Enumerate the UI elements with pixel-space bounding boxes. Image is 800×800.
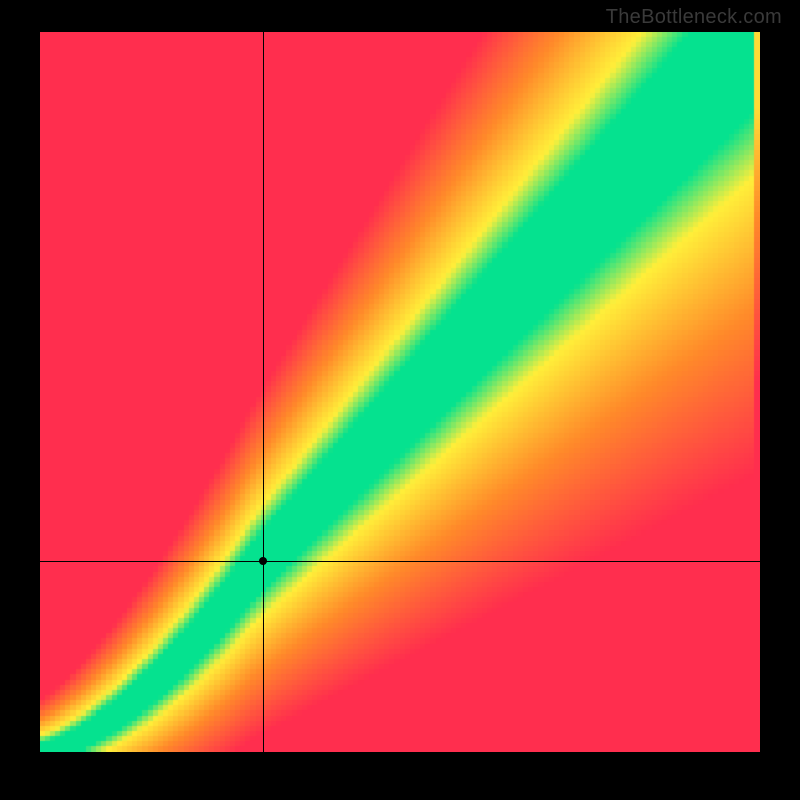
heatmap-plot bbox=[40, 32, 760, 752]
watermark-text: TheBottleneck.com bbox=[606, 6, 782, 29]
heatmap-canvas bbox=[40, 32, 760, 752]
